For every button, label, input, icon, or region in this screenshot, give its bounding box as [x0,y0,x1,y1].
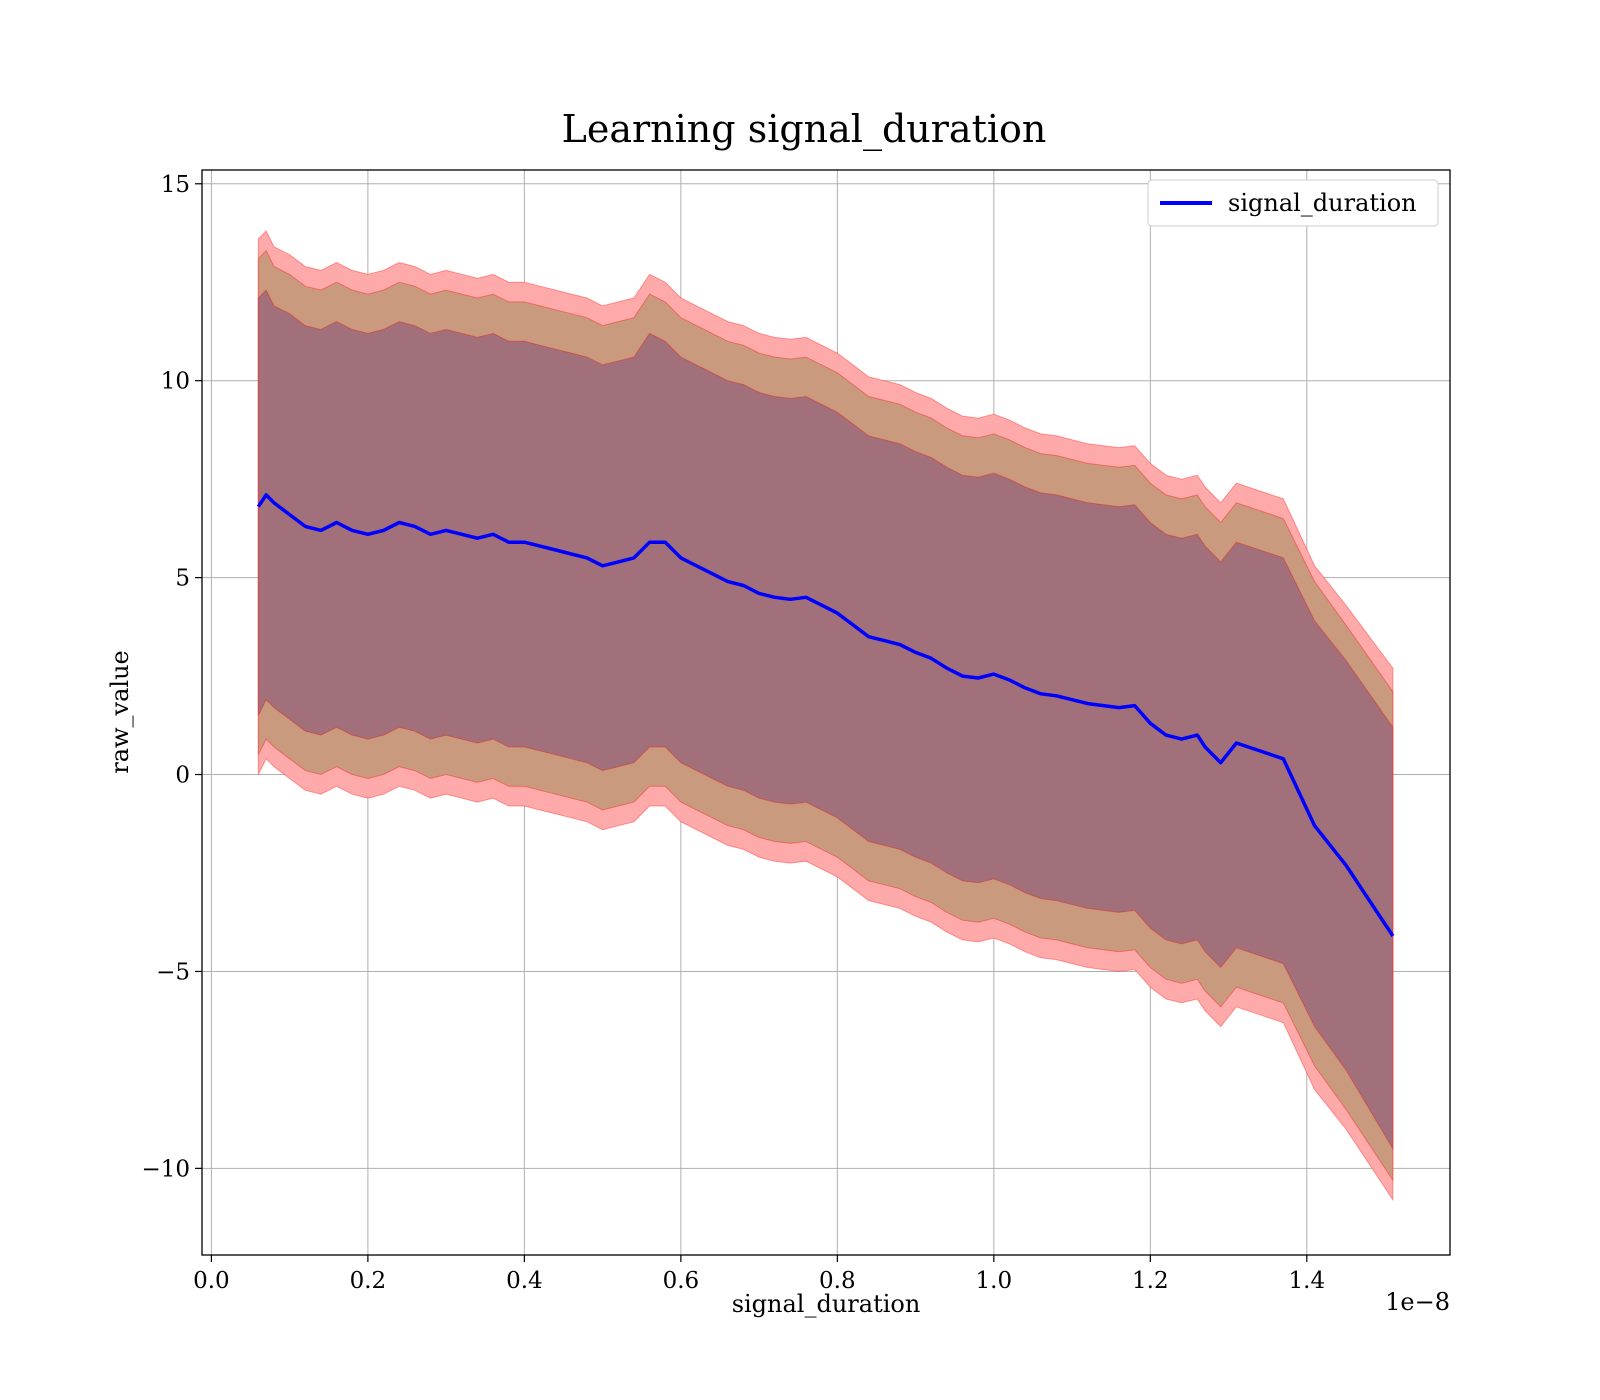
y-tick-label: −5 [156,959,190,985]
y-tick-label: 15 [161,172,190,198]
x-offset-label: 1e−8 [1385,1288,1450,1316]
y-tick-label: 5 [175,566,190,592]
chart-title: Learning signal_duration [562,107,1047,152]
y-axis-label: raw_value [106,650,134,774]
plot-frame [201,169,1451,1256]
legend: signal_duration [1147,179,1439,227]
confidence-bands [257,230,1394,1202]
axis-ticks: 0.0 0.2 0.4 0.6 0.8 1.0 1.2 1.4 15 10 5 0 −5 −10 [141,172,1325,1294]
x-axis-label: signal_duration [732,1290,921,1318]
y-tick-label: −10 [141,1156,190,1182]
legend-entry-signal-duration: signal_duration [1228,189,1417,217]
series-lines [256,493,1395,937]
y-tick-label: 10 [161,369,190,395]
x-tick-label: 1.2 [1132,1268,1169,1294]
x-tick-label: 0.4 [506,1268,543,1294]
legend-box [1147,179,1439,227]
band-inner [257,289,1394,1151]
x-tick-label: 0.6 [663,1268,700,1294]
x-tick-label: 0.2 [350,1268,387,1294]
x-tick-label: 1.0 [976,1268,1013,1294]
x-tick-label: 0.8 [819,1268,856,1294]
x-tick-label: 1.4 [1289,1268,1326,1294]
series-line-signal-duration [256,493,1395,937]
x-tick-label: 0.0 [193,1268,230,1294]
y-tick-label: 0 [175,763,190,789]
